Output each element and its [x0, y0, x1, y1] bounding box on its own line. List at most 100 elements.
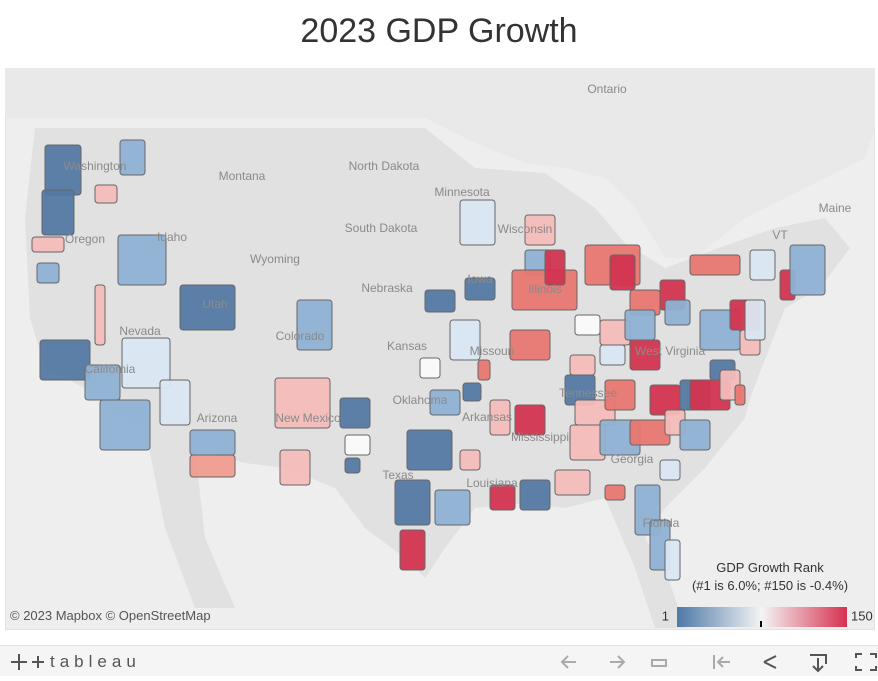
- title: 2023 GDP Growth: [300, 12, 578, 50]
- reset[interactable]: [713, 655, 730, 669]
- metro-area: [119, 139, 146, 176]
- metro-area: [434, 489, 471, 526]
- map-label: Ontario: [587, 82, 627, 96]
- map-label: Kansas: [387, 339, 427, 353]
- legend-color-bar: [677, 607, 847, 627]
- map-label: Wyoming: [250, 252, 300, 266]
- metro-area: [344, 434, 371, 456]
- metro-area: [519, 479, 551, 511]
- metro-area: [94, 284, 106, 346]
- metro-area: [459, 449, 481, 471]
- metro-area: [117, 234, 167, 286]
- metro-area: [121, 337, 171, 389]
- revert[interactable]: [651, 659, 667, 667]
- metro-area: [629, 419, 671, 446]
- canada: [5, 68, 875, 258]
- metro-area: [599, 344, 626, 366]
- metro-area: [477, 359, 491, 381]
- mexico-land: [145, 428, 235, 608]
- map-label: Iowa: [467, 272, 493, 286]
- map-label: Colorado: [276, 329, 325, 343]
- map-label: Montana: [219, 169, 266, 183]
- legend-max: 150: [851, 608, 873, 623]
- metro-area: [749, 249, 776, 281]
- map-label: Washington: [64, 159, 127, 173]
- metro-area: [429, 389, 461, 416]
- metro-area: [689, 254, 741, 276]
- metro-area: [659, 459, 681, 481]
- map-label: VT: [772, 228, 788, 242]
- metro-area: [179, 284, 236, 331]
- metro-area: [31, 236, 65, 253]
- map-label: Missouri: [470, 344, 515, 358]
- metro-area: [399, 529, 426, 571]
- legend-min: 1: [662, 608, 669, 623]
- metro-area: [604, 379, 636, 411]
- legend-subtitle: (#1 is 6.0%; #150 is -0.4%): [692, 578, 848, 593]
- redo[interactable]: [610, 655, 626, 669]
- map-label: Maine: [819, 201, 852, 215]
- metro-area: [274, 377, 331, 429]
- metro-area: [569, 354, 596, 376]
- metro-area: [462, 382, 482, 402]
- toolbar: tableau: [0, 645, 878, 676]
- metro-area: [41, 189, 75, 236]
- metro-area: [629, 339, 661, 371]
- metro-area: [574, 314, 601, 336]
- undo[interactable]: [560, 655, 576, 669]
- metro-area: [734, 384, 746, 406]
- metro-area: [406, 429, 453, 471]
- metro-area: [296, 299, 333, 351]
- map: Ontario Washington Montana North Dakota Minn…: [5, 68, 875, 630]
- metro-area: [664, 299, 691, 326]
- metro-area: [449, 319, 481, 361]
- toolbar-icons: tableau: [11, 652, 877, 673]
- tableau-icon[interactable]: [11, 654, 44, 670]
- tableau-logo[interactable]: tableau: [50, 652, 141, 671]
- metro-area: [464, 277, 496, 301]
- metro-area: [609, 254, 636, 291]
- fullscreen[interactable]: [855, 653, 877, 671]
- map-label: New Mexico: [275, 411, 341, 425]
- map-label: Illinois: [528, 282, 561, 296]
- metro-area: [789, 244, 826, 296]
- metro-area: [489, 484, 516, 511]
- metro-area: [189, 454, 236, 478]
- metro-area: [744, 299, 766, 341]
- metro-area: [189, 429, 236, 456]
- metro-area: [459, 199, 496, 246]
- share[interactable]: [763, 655, 777, 669]
- legend-title: GDP Growth Rank: [716, 560, 824, 575]
- metro-area: [544, 249, 566, 286]
- map-label: Texas: [382, 468, 413, 482]
- metro-area: [39, 339, 91, 381]
- map-label: Arkansas: [462, 410, 512, 424]
- map-label: California: [85, 362, 136, 376]
- metro-area: [624, 309, 656, 341]
- metro-area: [99, 399, 151, 451]
- metro-area: [36, 262, 60, 284]
- metro-area: [339, 397, 371, 429]
- metro-area: [554, 469, 591, 496]
- metro-area: [419, 357, 441, 379]
- metro-area: [94, 184, 118, 204]
- metro-area: [604, 484, 626, 501]
- attribution: © 2023 Mapbox © OpenStreetMap: [10, 608, 211, 623]
- map-label: Nebraska: [361, 281, 413, 295]
- map-label: Wisconsin: [498, 222, 553, 236]
- map-label: Mississippi: [511, 430, 569, 444]
- metro-area: [344, 457, 361, 474]
- metro-area: [394, 479, 431, 526]
- map-label: Florida: [643, 516, 680, 530]
- download[interactable]: [810, 654, 827, 673]
- metro-area: [159, 379, 191, 426]
- map-label: Minnesota: [434, 185, 490, 199]
- metro-area: [679, 419, 711, 451]
- map-label: Tennessee: [559, 386, 617, 400]
- map-label: Louisiana: [466, 476, 518, 490]
- metro-area: [664, 539, 681, 581]
- map-label: Oregon: [65, 232, 105, 246]
- map-label: Utah: [202, 297, 227, 311]
- map-label: Nevada: [119, 324, 161, 338]
